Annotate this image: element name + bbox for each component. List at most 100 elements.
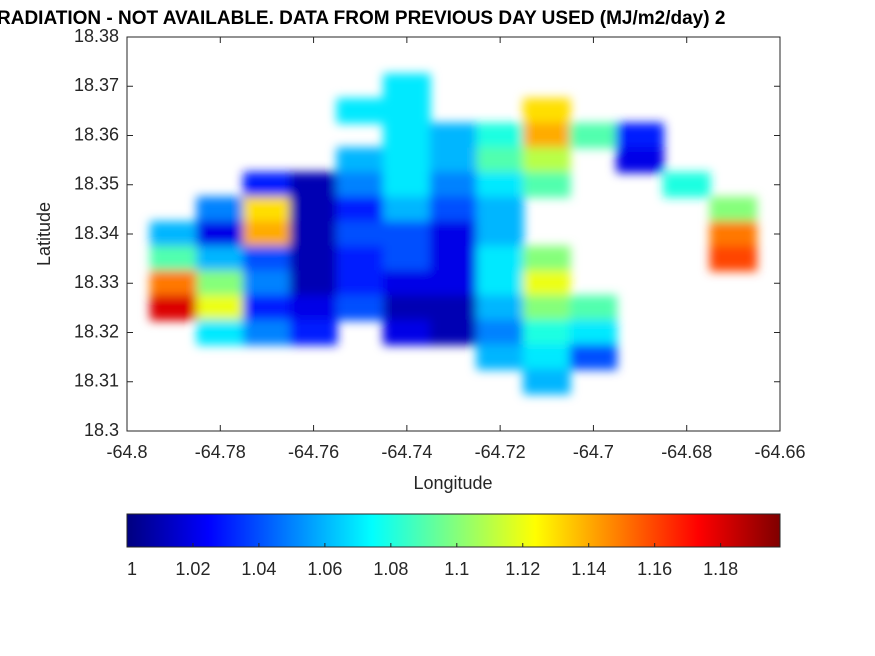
colorbar — [126, 513, 781, 548]
contour-cell — [476, 147, 524, 173]
contour-cell — [569, 295, 618, 321]
cells — [149, 73, 758, 395]
contour-cell — [522, 122, 571, 149]
y-tick-label: 18.31 — [74, 371, 119, 391]
contour-cell — [429, 319, 478, 346]
contour-cell — [243, 295, 291, 321]
contour-cell — [522, 98, 571, 124]
contour-cell — [569, 344, 618, 370]
contour-cell — [149, 245, 198, 272]
contour-cell — [476, 196, 524, 223]
contour-cell — [522, 171, 571, 198]
contour-cell — [383, 73, 431, 100]
contour-cell — [522, 295, 571, 321]
contour-cell — [616, 147, 664, 173]
contour-cell — [709, 196, 758, 223]
contour-cell — [336, 171, 385, 198]
contour-cell — [243, 319, 291, 346]
colorbar-tick-label: 1.08 — [373, 559, 408, 579]
x-tick-label: -64.74 — [381, 442, 432, 462]
contour-cell — [709, 221, 758, 247]
contour-cell — [522, 270, 571, 297]
contour-cell — [616, 122, 664, 149]
contour-cell — [383, 270, 431, 297]
contour-cell — [383, 295, 431, 321]
contour-cell — [149, 270, 198, 297]
contour-cell — [476, 319, 524, 346]
contour-cell — [289, 270, 338, 297]
colorbar-tick-label: 1.04 — [241, 559, 276, 579]
plot-frame — [126, 36, 781, 432]
contour-cell — [429, 171, 478, 198]
y-tick-label: 18.36 — [74, 124, 119, 144]
colorbar-tick-label: 1.18 — [703, 559, 738, 579]
contour-cell — [243, 221, 291, 247]
y-tick-label: 18.38 — [74, 26, 119, 46]
contour-cell — [476, 344, 524, 370]
contour-cell — [289, 221, 338, 247]
contour-cell — [383, 122, 431, 149]
contour-cell — [429, 122, 478, 149]
contour-cell — [196, 295, 245, 321]
contour-cell — [522, 319, 571, 346]
contour-cell — [196, 245, 245, 272]
contour-cell — [476, 245, 524, 272]
contour-cell — [476, 221, 524, 247]
contour-cell — [429, 147, 478, 173]
contour-cell — [243, 245, 291, 272]
x-tick-label: -64.72 — [475, 442, 526, 462]
colorbar-tick-label: 1.1 — [444, 559, 469, 579]
chart-title: RADIATION - NOT AVAILABLE. DATA FROM PRE… — [0, 8, 725, 29]
contour-cell — [476, 295, 524, 321]
contour-cell — [429, 245, 478, 272]
contour-cell — [522, 147, 571, 173]
contour-cell — [336, 196, 385, 223]
contour-cell — [383, 245, 431, 272]
contour-cell — [289, 196, 338, 223]
x-tick-label: -64.66 — [754, 442, 805, 462]
contour-cell — [336, 147, 385, 173]
contour-cell — [476, 122, 524, 149]
contour-cell — [149, 221, 198, 247]
contour-cell — [336, 270, 385, 297]
contour-cell — [383, 196, 431, 223]
contour-cell — [662, 171, 711, 198]
x-axis-label: Longitude — [413, 473, 492, 493]
y-tick-label: 18.35 — [74, 174, 119, 194]
contour-cell — [336, 98, 385, 124]
y-tick-label: 18.3 — [84, 420, 119, 440]
colorbar-tick-label: 1.16 — [637, 559, 672, 579]
contour-cell — [289, 171, 338, 198]
y-tick-label: 18.32 — [74, 321, 119, 341]
contour-cell — [383, 98, 431, 124]
colorbar-tick-label: 1.02 — [175, 559, 210, 579]
contour-cell — [522, 368, 571, 395]
y-tick-label: 18.33 — [74, 272, 119, 292]
contour-cell — [383, 319, 431, 346]
contour-cell — [196, 196, 245, 223]
contour-cell — [476, 171, 524, 198]
contour-cell — [476, 270, 524, 297]
contour-cell — [383, 147, 431, 173]
contour-cell — [196, 221, 245, 247]
contour-cell — [429, 270, 478, 297]
contour-cell — [196, 319, 245, 346]
contour-cell — [383, 171, 431, 198]
x-tick-label: -64.8 — [106, 442, 147, 462]
contour-cell — [289, 295, 338, 321]
contour-cell — [429, 196, 478, 223]
contour-cell — [243, 270, 291, 297]
contour-field — [149, 73, 758, 395]
contour-cell — [336, 295, 385, 321]
colorbar-tick-label: 1.14 — [571, 559, 606, 579]
x-tick-label: -64.76 — [288, 442, 339, 462]
x-tick-label: -64.78 — [195, 442, 246, 462]
y-tick-label: 18.37 — [74, 75, 119, 95]
contour-cell — [569, 319, 618, 346]
contour-cell — [336, 245, 385, 272]
x-tick-label: -64.7 — [573, 442, 614, 462]
contour-cell — [522, 344, 571, 370]
colorbar-tick-label: 1 — [127, 559, 137, 579]
contour-cell — [149, 295, 198, 321]
